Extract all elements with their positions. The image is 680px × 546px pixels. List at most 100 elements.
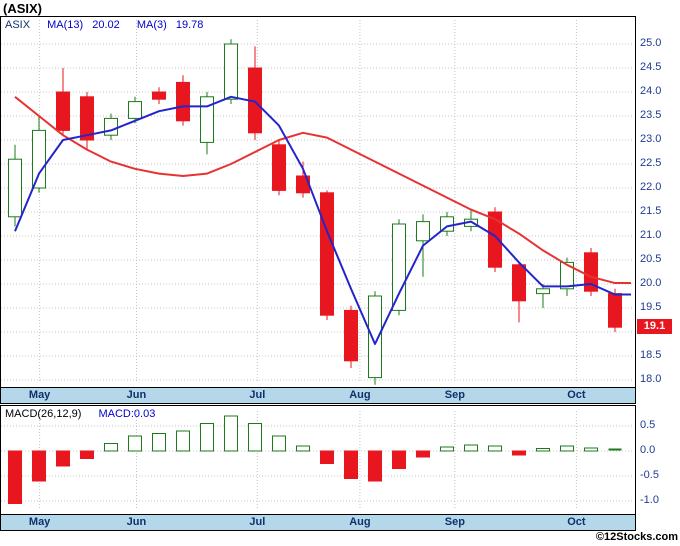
ma3-legend-value: 19.78 (175, 19, 204, 31)
candle-up (8, 158, 22, 218)
price-y-tick: 23.0 (640, 133, 662, 145)
macd-bar-positive (200, 423, 214, 452)
macd-bar-positive (560, 445, 574, 452)
x-month-oct: Oct (567, 389, 586, 401)
x-month-may: May (28, 389, 51, 401)
price-y-tick: 20.5 (640, 253, 662, 265)
macd-bar-negative (392, 450, 406, 469)
macd-bar-negative (416, 450, 430, 458)
x-month-jun: Jun (126, 516, 147, 528)
x-month-sep: Sep (444, 389, 465, 401)
candle-down (608, 293, 622, 328)
x-month-sep: Sep (444, 516, 465, 528)
macd-bar-positive (536, 448, 550, 452)
copyright-link[interactable]: ©12Stocks.com (595, 531, 678, 543)
candle-up (128, 101, 142, 119)
x-month-jul: Jul (249, 516, 266, 528)
candle-up (440, 216, 454, 232)
x-month-oct: Oct (567, 516, 586, 528)
price-y-tick: 18.5 (640, 349, 662, 361)
macd-bar-negative (32, 450, 46, 482)
x-month-jul: Jul (249, 389, 266, 401)
candle-down (584, 252, 598, 292)
price-y-axis: 19.1 25.0 24.5 24.0 23.5 23.0 22.5 22.0 21.5 21.… (637, 16, 680, 404)
candle-down (176, 81, 190, 122)
candle-down (272, 144, 286, 191)
candle-down (56, 91, 70, 131)
candle-down (488, 211, 502, 268)
price-y-tick: 20.0 (640, 277, 662, 289)
ma3-legend-label: MA(3) (136, 19, 167, 31)
candle-up (368, 295, 382, 379)
candle-up (536, 288, 550, 295)
price-x-axis-band: May Jun Jul Aug Sep Oct (1, 387, 635, 403)
macd-y-tick: -1.0 (640, 494, 659, 506)
page-title: (ASIX) (3, 1, 42, 16)
last-price-tag: 19.1 (637, 319, 672, 334)
macd-params-label: MACD(26,12,9) (5, 408, 82, 420)
ma13-line (14, 96, 631, 285)
ma13-legend-label: MA(13) (47, 19, 84, 31)
candle-down (320, 192, 334, 316)
macd-bar-negative (344, 450, 358, 479)
macd-bar-positive (248, 423, 262, 452)
x-month-jun: Jun (126, 389, 147, 401)
macd-bar-negative (8, 450, 22, 504)
macd-value-label: MACD:0.03 (98, 408, 156, 420)
price-y-tick: 22.0 (640, 181, 662, 193)
candle-up (224, 43, 238, 100)
macd-bar-negative (80, 450, 94, 459)
candle-up (104, 117, 118, 136)
candle-up (32, 129, 46, 189)
ma13-legend-value: 20.02 (92, 19, 120, 31)
x-month-aug: Aug (349, 516, 371, 528)
x-month-aug: Aug (349, 389, 371, 401)
macd-y-tick: 0.0 (640, 444, 656, 456)
price-y-tick: 21.0 (640, 229, 662, 241)
price-y-tick: 21.5 (640, 205, 662, 217)
candle-up (560, 261, 574, 290)
price-y-tick: 24.5 (640, 61, 662, 73)
price-y-tick: 19.5 (640, 301, 662, 313)
price-y-tick: 25.0 (640, 37, 662, 49)
ma3-line (14, 95, 631, 345)
candlestick-chart (1, 20, 634, 385)
macd-y-axis: 0.5 0.0 -0.5 -1.0 (637, 405, 680, 531)
macd-bar-negative (320, 450, 334, 464)
macd-bar-positive (584, 447, 598, 452)
price-y-tick: 18.0 (640, 373, 662, 385)
macd-bar-negative (56, 450, 70, 467)
macd-histogram-chart (1, 411, 634, 509)
candle-down (80, 96, 94, 141)
macd-bar-positive (440, 446, 454, 452)
price-y-tick: 22.5 (640, 157, 662, 169)
macd-bar-negative (512, 450, 526, 456)
price-chart-legend: ASIX MA(13) 20.02 MA(3) 19.78 (5, 19, 217, 31)
macd-y-tick: -0.5 (640, 469, 659, 481)
candle-up (392, 223, 406, 311)
candle-down (344, 309, 358, 362)
macd-bar-positive (464, 444, 478, 452)
macd-panel: MACD(26,12,9) MACD:0.03 May Jun Jul Aug Sep O… (0, 405, 636, 531)
macd-bar-positive (296, 445, 310, 452)
macd-bar-positive (128, 435, 142, 452)
macd-bar-negative (368, 450, 382, 482)
candle-up (200, 96, 214, 143)
macd-bar-positive (272, 435, 286, 452)
symbol-label: ASIX (5, 19, 31, 31)
macd-bar-positive (152, 433, 166, 452)
macd-bar-positive (104, 443, 118, 452)
macd-bar-positive (488, 445, 502, 452)
macd-x-axis-band: May Jun Jul Aug Sep Oct (1, 514, 635, 530)
macd-bar-positive (176, 430, 190, 452)
x-month-may: May (28, 516, 51, 528)
candle-up (416, 221, 430, 242)
candle-down (512, 264, 526, 302)
price-chart-panel: ASIX MA(13) 20.02 MA(3) 19.78 May Jun Jul A… (0, 16, 636, 404)
candle-down (152, 91, 166, 100)
macd-bar-positive (224, 415, 238, 452)
price-y-tick: 24.0 (640, 85, 662, 97)
macd-legend: MACD(26,12,9) MACD:0.03 (5, 408, 169, 420)
macd-y-tick: 0.5 (640, 419, 656, 431)
